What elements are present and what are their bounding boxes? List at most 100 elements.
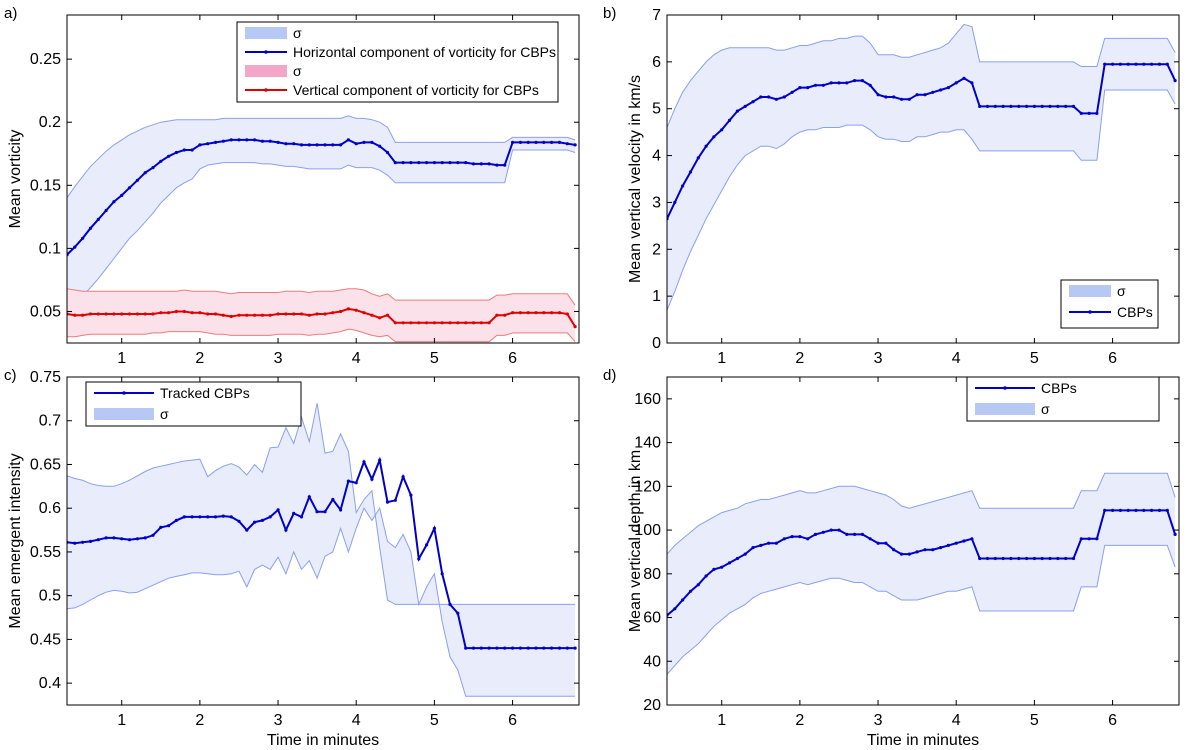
x-tick-label: 3 xyxy=(874,350,883,367)
legend-sigma-swatch xyxy=(94,408,154,420)
legend-label: Tracked CBPs xyxy=(160,385,250,401)
data-point xyxy=(487,162,491,166)
data-point xyxy=(370,140,374,144)
data-point xyxy=(229,515,233,519)
y-tick-label: 0.5 xyxy=(39,588,61,605)
data-point xyxy=(1173,532,1177,537)
data-point xyxy=(526,311,530,315)
data-point xyxy=(339,508,343,512)
data-point xyxy=(323,312,327,316)
plot-content xyxy=(667,472,1177,675)
panel-label: a) xyxy=(4,5,17,22)
data-point xyxy=(307,313,311,317)
data-point xyxy=(565,142,569,146)
data-point xyxy=(868,537,872,541)
sigma-upper-edge xyxy=(67,115,576,199)
legend-marker xyxy=(122,391,126,395)
data-point xyxy=(167,311,171,315)
data-point xyxy=(751,100,755,104)
data-point xyxy=(782,537,786,541)
data-point xyxy=(837,528,841,532)
data-point xyxy=(821,83,825,87)
legend: CBPs σ xyxy=(966,376,1160,422)
data-point xyxy=(1165,508,1169,512)
sigma-band xyxy=(667,473,1176,675)
data-point xyxy=(1126,62,1130,66)
x-tick-label: 2 xyxy=(195,712,204,729)
data-point xyxy=(151,312,155,316)
data-point xyxy=(759,543,763,548)
data-point xyxy=(727,118,732,122)
data-point xyxy=(526,140,530,144)
data-point xyxy=(401,161,405,165)
data-point xyxy=(1025,104,1029,108)
data-point xyxy=(432,161,436,165)
data-point xyxy=(526,646,530,650)
y-tick-label: 100 xyxy=(634,522,661,539)
data-point xyxy=(915,550,919,554)
data-point xyxy=(73,245,77,249)
data-point xyxy=(73,541,77,545)
data-point xyxy=(704,574,708,578)
data-point xyxy=(88,539,93,544)
data-point xyxy=(276,508,280,512)
data-point xyxy=(432,526,436,530)
data-point xyxy=(923,548,927,552)
x-tick-label: 2 xyxy=(195,350,204,367)
legend-label: σ xyxy=(293,63,302,79)
data-point xyxy=(417,557,421,561)
data-point xyxy=(409,493,413,497)
data-point xyxy=(503,163,507,167)
data-point xyxy=(88,226,93,230)
data-point xyxy=(268,515,272,519)
data-point xyxy=(425,543,429,547)
data-point xyxy=(96,538,100,542)
data-point xyxy=(284,528,288,532)
data-point xyxy=(1087,111,1091,115)
data-point xyxy=(798,86,802,90)
data-point xyxy=(845,532,849,537)
data-point xyxy=(743,104,747,108)
data-point xyxy=(237,313,241,317)
data-point xyxy=(221,313,225,317)
data-point xyxy=(479,321,483,325)
chart-panel-b: 1 2 3 4 5 6 0 1 2 3 4 5 6 7 Mean vertical velocity in … xyxy=(603,5,1180,367)
data-point xyxy=(198,515,202,519)
data-point xyxy=(939,546,943,550)
legend-label: CBPs xyxy=(1117,304,1153,320)
data-point xyxy=(401,321,405,325)
data-point xyxy=(510,140,515,144)
data-point xyxy=(112,312,116,316)
data-point xyxy=(73,313,77,317)
data-point xyxy=(253,138,257,142)
data-point xyxy=(213,140,218,144)
x-tick-label: 6 xyxy=(1108,712,1117,729)
data-point xyxy=(409,161,413,165)
data-point xyxy=(292,511,296,515)
data-point xyxy=(782,95,786,99)
data-point xyxy=(993,556,997,561)
data-point xyxy=(1017,556,1021,561)
data-point xyxy=(198,311,202,315)
data-point xyxy=(931,548,935,552)
data-point xyxy=(884,541,888,545)
data-point xyxy=(339,309,343,314)
data-point xyxy=(378,144,382,148)
data-point xyxy=(1142,508,1146,512)
data-point xyxy=(456,611,460,615)
data-point xyxy=(534,140,538,144)
x-tick-label: 5 xyxy=(1030,712,1039,729)
data-point xyxy=(229,138,233,142)
data-point xyxy=(206,142,210,146)
data-point xyxy=(401,475,405,479)
y-tick-label: 0.05 xyxy=(30,303,61,320)
data-point xyxy=(860,79,865,83)
data-point xyxy=(362,140,366,144)
data-point xyxy=(448,161,452,165)
data-point xyxy=(790,90,794,94)
sigma-upper-edge xyxy=(667,472,1176,555)
legend-marker xyxy=(1003,386,1007,390)
data-point xyxy=(907,552,911,556)
sigma-lower-edge xyxy=(667,544,1176,675)
axes-frame xyxy=(66,14,580,344)
